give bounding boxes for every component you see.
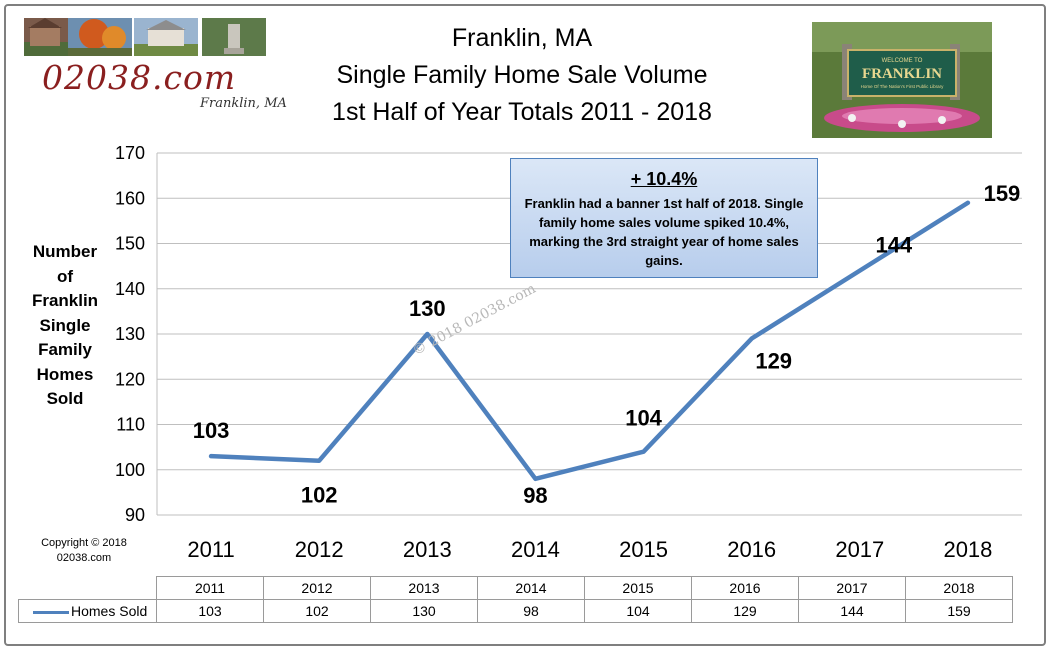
- chart-title-line-3: 1st Half of Year Totals 2011 - 2018: [332, 98, 712, 126]
- y-tick-label: 150: [115, 234, 145, 254]
- x-axis-ticks: 2011 2012 2013 2014 2015 2016 2017 2018: [187, 537, 992, 562]
- data-table-year-2013: 2013: [370, 576, 478, 600]
- y-tick-label: 100: [115, 460, 145, 480]
- data-table-value-2016: 129: [691, 599, 799, 623]
- chart-title-line-1: Franklin, MA: [451, 24, 593, 52]
- sign-sub-text: Home Of The Nation's First Public Librar…: [861, 84, 945, 89]
- monument-photo-thumbnail: [202, 18, 266, 56]
- y-axis-label-line: Number: [32, 242, 98, 261]
- annotation-callout: + 10.4% Franklin had a banner 1st half o…: [510, 158, 818, 278]
- data-table-corner: [19, 577, 157, 600]
- y-tick-label: 170: [115, 143, 145, 163]
- data-table-year-2012: 2012: [263, 576, 371, 600]
- x-tick-label: 2013: [403, 537, 452, 562]
- x-tick-label: 2011: [187, 537, 234, 562]
- data-table-year-2015: 2015: [584, 576, 692, 600]
- data-table-value-2017: 144: [798, 599, 906, 623]
- data-table-year-2017: 2017: [798, 576, 906, 600]
- y-tick-label: 90: [125, 505, 145, 525]
- x-tick-label: 2012: [295, 537, 344, 562]
- y-axis-ticks: 90 100 110 120 130 140 150 160 170: [115, 143, 145, 525]
- data-label-2014: 98: [523, 483, 547, 508]
- data-table-value-2018: 159: [905, 599, 1013, 623]
- annotation-body: Franklin had a banner 1st half of 2018. …: [524, 196, 804, 268]
- annotation-headline: + 10.4%: [630, 169, 698, 189]
- data-table-value-2012: 102: [263, 599, 371, 623]
- data-table-year-2011: 2011: [156, 576, 264, 600]
- data-label-2017: 144: [875, 233, 912, 258]
- y-tick-label: 160: [115, 188, 145, 208]
- data-label-2013: 130: [409, 296, 446, 321]
- site-logo-subtext: Franklin, MA: [200, 96, 287, 111]
- data-table-year-2018: 2018: [905, 576, 1013, 600]
- sign-franklin-text: FRANKLIN: [862, 66, 942, 82]
- y-tick-label: 120: [115, 369, 145, 389]
- copyright-notice: Copyright © 2018 02038.com: [28, 536, 140, 566]
- y-axis-label-line: Homes: [36, 364, 94, 384]
- series-line-homes-sold: [208, 200, 971, 482]
- data-table-year-2016: 2016: [691, 576, 799, 600]
- site-logo: 02038.com: [42, 58, 237, 97]
- data-labels: 103 102 130 98 104 129 144 159: [193, 181, 1021, 508]
- y-axis-label: Number of Franklin Single Family Homes Sold: [22, 240, 108, 412]
- data-label-2015: 104: [625, 406, 662, 431]
- y-axis-label-line: Sold: [46, 389, 84, 408]
- welcome-to-franklin-sign-photo: WELCOME TO FRANKLIN Home Of The Nation's…: [812, 22, 992, 138]
- y-axis-label-line: of: [56, 266, 74, 286]
- copyright-line-1: Copyright © 2018: [41, 537, 127, 549]
- copyright-line-2: 02038.com: [56, 552, 112, 564]
- x-tick-label: 2018: [943, 537, 992, 562]
- x-tick-label: 2016: [727, 537, 776, 562]
- y-axis-label-line: Franklin: [31, 291, 99, 310]
- data-table-row: Homes Sold 103 102 130 98 104 129 144 159: [18, 599, 1013, 623]
- sign-top-text: WELCOME TO: [882, 58, 923, 64]
- legend-line-swatch: [33, 610, 69, 614]
- y-axis-label-line: Single: [39, 315, 91, 335]
- data-table-year-2014: 2014: [477, 576, 585, 600]
- chart-title-line-2: Single Family Home Sale Volume: [336, 61, 708, 89]
- data-label-2018: 159: [984, 181, 1021, 206]
- data-label-2016: 129: [755, 349, 792, 374]
- autumn-tree-photo-thumbnail: [68, 18, 132, 56]
- x-tick-label: 2017: [835, 537, 884, 562]
- y-tick-label: 110: [116, 415, 145, 435]
- data-table-value-2011: 103: [156, 599, 264, 623]
- x-tick-label: 2015: [619, 537, 668, 562]
- x-tick-label: 2014: [511, 537, 560, 562]
- legend-entry-homes-sold: Homes Sold: [18, 599, 157, 623]
- data-label-2012: 102: [301, 483, 338, 508]
- data-label-2011: 103: [193, 418, 230, 443]
- legend-label: Homes Sold: [71, 603, 148, 619]
- data-table: 2011 2012 2013 2014 2015 2016 2017 2018 Homes S…: [18, 576, 1013, 623]
- data-table-value-2014: 98: [477, 599, 585, 623]
- data-table-value-2013: 130: [370, 599, 478, 623]
- data-table-value-2015: 104: [584, 599, 692, 623]
- town-building-photo-thumbnail: [134, 18, 198, 56]
- y-tick-label: 130: [115, 324, 145, 344]
- data-table-header-row: 2011 2012 2013 2014 2015 2016 2017 2018: [19, 576, 1013, 600]
- y-tick-label: 140: [115, 279, 145, 299]
- y-axis-label-line: Family: [38, 340, 92, 359]
